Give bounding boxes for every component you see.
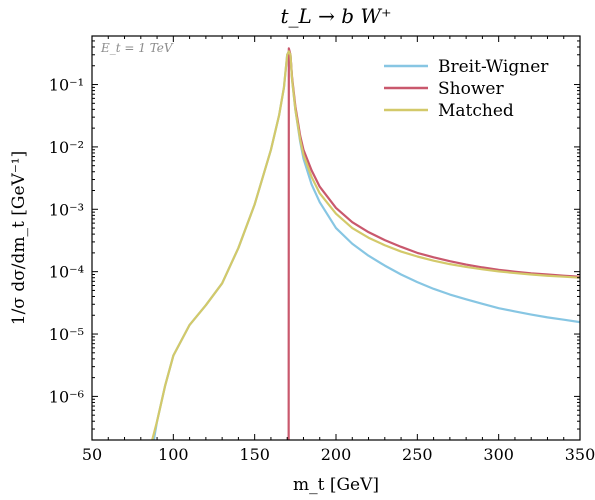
y-tick-label: 10⁻⁵ [49,325,84,344]
chart-title: t_L → b W⁺ [280,4,391,28]
x-tick-label: 200 [321,445,352,464]
legend-label: Shower [438,79,504,99]
x-tick-label: 250 [402,445,433,464]
y-axis-label: 1/σ dσ/dm_t [GeV⁻¹] [9,151,29,325]
series-line-matched [151,50,580,440]
x-tick-label: 100 [158,445,189,464]
y-tick-label: 10⁻³ [49,200,84,219]
y-tick-label: 10⁻⁴ [49,263,84,282]
x-tick-label: 300 [483,445,514,464]
x-axis-label: m_t [GeV] [293,475,379,495]
y-tick-label: 10⁻⁶ [49,387,84,406]
series-line-breit-wigner [152,50,580,440]
chart-axes: 50 100 150 200 250 300 350 10⁻⁶ 10⁻⁵ 10⁻⁴ 10⁻³ 10⁻²… [49,35,595,464]
y-tick-label: 10⁻² [49,138,84,157]
x-tick-label: 50 [82,445,102,464]
y-tick-label: 10⁻¹ [49,76,84,95]
legend-label: Matched [438,101,514,121]
x-tick-label: 350 [565,445,595,464]
chart-marks [151,47,580,440]
series-line-shower [287,47,580,440]
x-tick-label: 150 [239,445,270,464]
plot-frame [91,35,581,441]
energy-annotation: E_t = 1 TeV [100,41,174,55]
series-group [151,47,580,440]
legend-label: Breit-Wigner [438,57,549,77]
